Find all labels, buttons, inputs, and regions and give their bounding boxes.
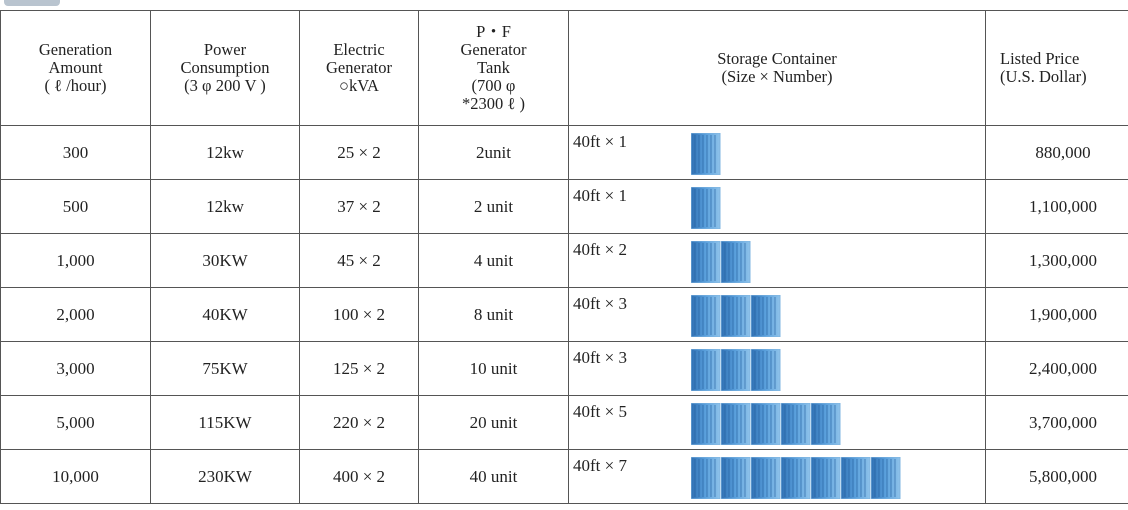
page: Generation Amount ( ℓ /hour) Power Consu… (0, 0, 1128, 510)
cell: 300 (1, 126, 151, 180)
container-size: 40ft × 7 (573, 456, 627, 476)
cell: 100 × 2 (300, 288, 419, 342)
container-size: 40ft × 1 (573, 186, 627, 206)
cell: 1,100,000 (986, 180, 1128, 234)
cell: 37 × 2 (300, 180, 419, 234)
cell: 3,000 (1, 342, 151, 396)
cell: 880,000 (986, 126, 1128, 180)
cell: 5,800,000 (986, 450, 1128, 504)
cell: 45 × 2 (300, 234, 419, 288)
container-icon (691, 457, 901, 499)
cell: 230KW (151, 450, 300, 504)
cell: 1,300,000 (986, 234, 1128, 288)
cell: 400 × 2 (300, 450, 419, 504)
cell: 30KW (151, 234, 300, 288)
container-icon (691, 403, 841, 445)
cell: 220 × 2 (300, 396, 419, 450)
cell: 1,900,000 (986, 288, 1128, 342)
container-icon (691, 241, 751, 283)
container-icon (691, 349, 781, 391)
cell: 40ft × 2 (569, 234, 986, 288)
cell: 2 unit (419, 180, 569, 234)
cell: 40ft × 3 (569, 288, 986, 342)
cell: 2,400,000 (986, 342, 1128, 396)
cell: 20 unit (419, 396, 569, 450)
cell: 75KW (151, 342, 300, 396)
container-icon (691, 133, 721, 175)
container-size: 40ft × 3 (573, 348, 627, 368)
cell: 40ft × 5 (569, 396, 986, 450)
cell: 5,000 (1, 396, 151, 450)
container-size: 40ft × 3 (573, 294, 627, 314)
cell: 10,000 (1, 450, 151, 504)
cell: 3,700,000 (986, 396, 1128, 450)
container-icon (691, 187, 721, 229)
cell: 500 (1, 180, 151, 234)
container-size: 40ft × 2 (573, 240, 627, 260)
cell: 115KW (151, 396, 300, 450)
header-cell: Electric Generator ○kVA (300, 11, 419, 126)
cell: 40ft × 1 (569, 180, 986, 234)
cell: 40 unit (419, 450, 569, 504)
container-size: 40ft × 1 (573, 132, 627, 152)
container-size: 40ft × 5 (573, 402, 627, 422)
cell: 40ft × 1 (569, 126, 986, 180)
header-cell: Generation Amount ( ℓ /hour) (1, 11, 151, 126)
cell: 8 unit (419, 288, 569, 342)
cell: 40ft × 7 (569, 450, 986, 504)
cell: 40ft × 3 (569, 342, 986, 396)
header-row: Generation Amount ( ℓ /hour) Power Consu… (1, 11, 1128, 126)
price-table: Generation Amount ( ℓ /hour) Power Consu… (0, 10, 1128, 504)
header-cell: Storage Container (Size × Number) (569, 11, 986, 126)
cell: 40KW (151, 288, 300, 342)
cell: 10 unit (419, 342, 569, 396)
cell: 125 × 2 (300, 342, 419, 396)
logo (4, 0, 60, 6)
container-icon (691, 295, 781, 337)
cell: 25 × 2 (300, 126, 419, 180)
cell: 1,000 (1, 234, 151, 288)
cell: 12kw (151, 126, 300, 180)
cell: 4 unit (419, 234, 569, 288)
header-cell: P・F Generator Tank (700 φ *2300 ℓ ) (419, 11, 569, 126)
cell: 12kw (151, 180, 300, 234)
header-cell: Power Consumption (3 φ 200 V ) (151, 11, 300, 126)
header-cell: Listed Price (U.S. Dollar) (986, 11, 1128, 126)
cell: 2unit (419, 126, 569, 180)
cell: 2,000 (1, 288, 151, 342)
